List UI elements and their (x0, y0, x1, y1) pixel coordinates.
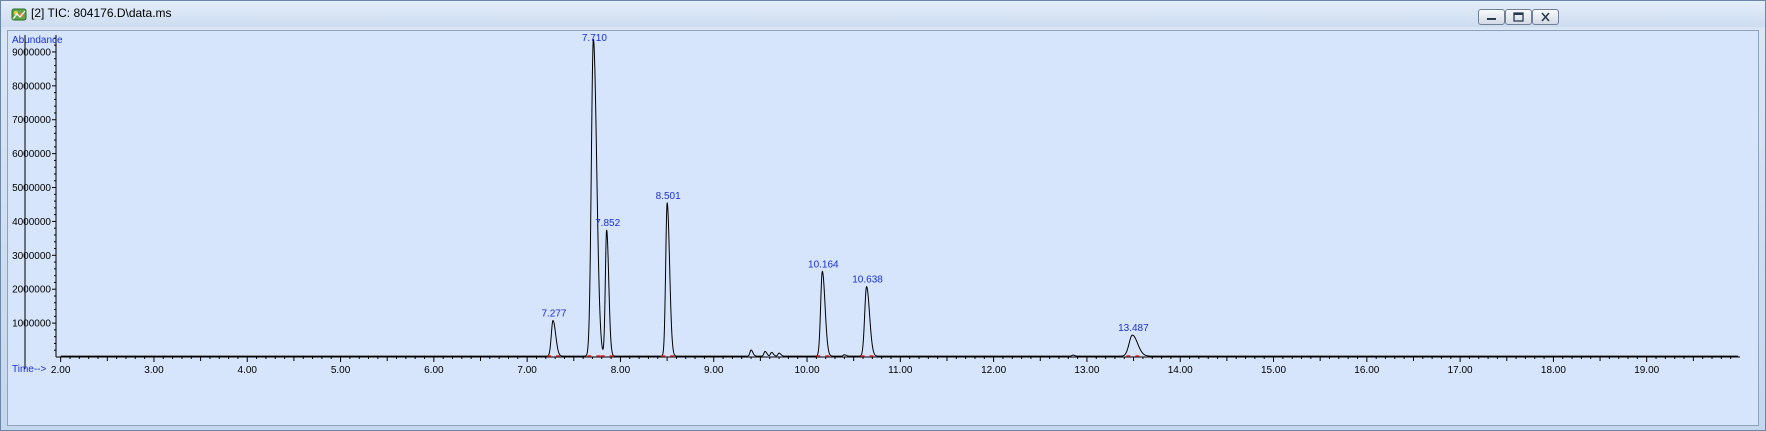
peak-label: 13.487 (1118, 323, 1149, 334)
minimize-button[interactable] (1478, 9, 1505, 25)
x-tick-label: 18.00 (1541, 365, 1566, 376)
tic-trace (60, 39, 1739, 357)
x-tick-label: 16.00 (1354, 365, 1379, 376)
chromatogram-app-icon (11, 8, 27, 21)
x-tick-label: 13.00 (1074, 365, 1099, 376)
peak-label: 10.638 (852, 275, 883, 286)
tic-chromatogram[interactable]: 1000000 2000000 3000000 4000000 5000000 60000… (8, 31, 1758, 425)
x-tick-label: 9.00 (704, 365, 724, 376)
x-tick-label: 2.00 (51, 365, 71, 376)
x-tick-label: 4.00 (238, 365, 258, 376)
x-axis-title: Time--> (12, 364, 47, 375)
x-tick-label: 10.00 (795, 365, 820, 376)
x-tick-label: 15.00 (1261, 365, 1286, 376)
x-tick-label: 17.00 (1448, 365, 1473, 376)
y-tick-label: 9000000 (12, 47, 51, 58)
x-tick-label: 12.00 (981, 365, 1006, 376)
window-title: [2] TIC: 804176.D\data.ms (31, 6, 172, 20)
y-axis-title: Abundance (12, 35, 63, 46)
y-tick-label: 8000000 (12, 81, 51, 92)
peak-label: 7.710 (582, 33, 607, 44)
peak-label: 7.852 (595, 218, 620, 229)
x-tick-label: 19.00 (1634, 365, 1659, 376)
minimize-icon (1487, 18, 1496, 20)
plot-area[interactable]: 1000000 2000000 3000000 4000000 5000000 60000… (7, 30, 1759, 426)
peak-label: 7.277 (541, 308, 566, 319)
y-tick-label: 3000000 (12, 251, 51, 262)
close-button[interactable] (1532, 9, 1559, 25)
x-tick-label: 7.00 (517, 365, 537, 376)
restore-button[interactable] (1505, 9, 1532, 25)
y-tick-label: 2000000 (12, 285, 51, 296)
y-tick-label: 6000000 (12, 149, 51, 160)
y-tick-label: 1000000 (12, 319, 51, 330)
title-bar[interactable]: [2] TIC: 804176.D\data.ms (1, 1, 1765, 27)
x-tick-label: 6.00 (424, 365, 444, 376)
peak-label: 8.501 (656, 191, 681, 202)
x-tick-label: 8.00 (611, 365, 631, 376)
x-tick-label: 3.00 (144, 365, 164, 376)
y-tick-label: 7000000 (12, 115, 51, 126)
x-tick-label: 5.00 (331, 365, 351, 376)
y-tick-label: 5000000 (12, 183, 51, 194)
close-icon (1541, 12, 1550, 22)
x-tick-label: 14.00 (1168, 365, 1193, 376)
restore-icon (1513, 12, 1524, 22)
y-tick-label: 4000000 (12, 217, 51, 228)
peak-label: 10.164 (808, 259, 839, 270)
x-tick-label: 11.00 (888, 365, 913, 376)
